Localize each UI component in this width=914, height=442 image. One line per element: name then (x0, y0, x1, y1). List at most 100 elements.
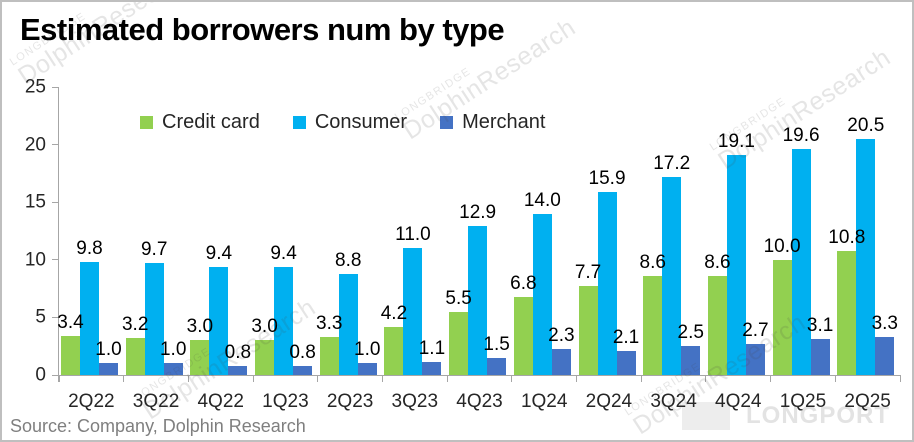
bar-value-label: 3.2 (121, 314, 149, 335)
bar-consumer (726, 155, 746, 375)
bar-merchant (357, 363, 377, 375)
bar-value-label: 2.3 (548, 325, 575, 346)
x-tick-label: 2Q25 (844, 391, 891, 412)
bar-merchant (228, 366, 248, 375)
legend-item-merchant: Merchant (440, 111, 545, 134)
bar-merchant (487, 358, 507, 375)
bar-credit-card (837, 251, 857, 375)
x-tick-mark (834, 375, 836, 382)
bar-merchant (810, 339, 830, 375)
bar-value-label: 2.7 (742, 320, 769, 341)
bar-value-label: 3.1 (806, 315, 834, 336)
x-tick-mark (511, 375, 513, 382)
x-tick-label: 3Q22 (132, 391, 180, 412)
x-tick-label: 4Q24 (715, 391, 762, 412)
x-tick-mark (381, 375, 383, 382)
bar-value-label: 1.0 (95, 339, 122, 360)
x-tick-label: 3Q23 (391, 391, 439, 412)
x-tick-mark (446, 375, 448, 382)
bar-value-label: 2.5 (677, 322, 704, 343)
page-title: Estimated borrowers num by type (20, 12, 505, 47)
bar-merchant (681, 346, 701, 375)
bar-credit-card (255, 340, 275, 375)
bar-credit-card (190, 340, 210, 375)
bar-credit-card (319, 337, 339, 375)
bar-value-label: 3.3 (316, 313, 343, 334)
bar-value-label: 10.8 (828, 227, 866, 248)
bar-consumer (338, 274, 358, 375)
y-tick-label: 15 (24, 191, 46, 213)
bar-value-label: 6.8 (510, 273, 537, 294)
x-tick-mark (576, 375, 578, 382)
bar-consumer (597, 192, 617, 375)
y-axis-line (58, 87, 59, 382)
bar-value-label: 9.8 (76, 238, 103, 259)
bar-value-label: 3.4 (57, 312, 84, 333)
y-tick-mark (52, 374, 58, 376)
x-tick-mark (705, 375, 707, 382)
legend-label: Consumer (314, 111, 408, 133)
x-tick-mark (640, 375, 642, 382)
y-tick-label: 20 (24, 134, 46, 156)
bar-value-label: 5.5 (445, 288, 472, 309)
legend-swatch-icon (140, 116, 153, 129)
x-tick-mark (252, 375, 254, 382)
x-tick-mark (770, 375, 772, 382)
bar-consumer (856, 139, 876, 375)
chart-legend: Credit card Consumer Merchant (140, 111, 545, 134)
bar-credit-card (61, 336, 80, 375)
bar-credit-card (513, 297, 533, 375)
bar-merchant (875, 337, 895, 375)
x-tick-label: 1Q23 (262, 391, 309, 412)
bar-value-label: 12.9 (459, 202, 497, 223)
x-tick-label: 1Q25 (779, 391, 827, 412)
bar-credit-card (384, 327, 404, 375)
y-tick-label: 5 (35, 306, 46, 328)
bar-credit-card (578, 286, 598, 375)
bar-value-label: 3.0 (186, 316, 214, 337)
bar-value-label: 8.8 (335, 250, 362, 271)
bar-merchant (422, 362, 442, 375)
bar-consumer (532, 214, 552, 375)
bar-value-label: 19.6 (782, 125, 820, 146)
bar-value-label: 3.3 (871, 313, 899, 334)
bar-value-label: 20.5 (847, 115, 885, 136)
bar-credit-card (772, 260, 792, 375)
bar-merchant (745, 344, 765, 375)
bar-value-label: 19.1 (717, 131, 755, 152)
bar-value-label: 9.4 (270, 243, 297, 264)
x-tick-label: 2Q24 (585, 391, 633, 412)
bar-consumer (80, 262, 99, 375)
bar-value-label: 17.2 (653, 153, 691, 174)
bar-value-label: 1.0 (159, 339, 187, 360)
bar-credit-card (643, 276, 663, 375)
bar-consumer (791, 149, 811, 375)
x-tick-label: 2Q23 (326, 391, 374, 412)
legend-label: Credit card (162, 111, 260, 133)
x-tick-mark (187, 375, 189, 382)
bar-value-label: 9.7 (140, 239, 168, 260)
y-tick-mark (52, 144, 58, 146)
bar-consumer (662, 177, 682, 375)
x-tick-mark (899, 375, 901, 382)
bar-merchant (163, 363, 183, 375)
legend-item-consumer: Consumer (292, 111, 408, 134)
y-tick-label: 10 (24, 249, 46, 271)
bar-merchant (293, 366, 313, 375)
bar-consumer (144, 263, 164, 375)
bar-credit-card (707, 276, 727, 375)
x-tick-mark (123, 375, 125, 382)
bar-merchant (99, 363, 118, 375)
x-tick-label: 4Q23 (456, 391, 503, 412)
bar-merchant (616, 351, 636, 375)
bar-value-label: 10.0 (763, 236, 801, 257)
x-tick-label: 2Q22 (68, 391, 115, 412)
bar-value-label: 4.2 (380, 303, 408, 324)
x-tick-mark (58, 375, 60, 382)
legend-swatch-icon (440, 116, 454, 129)
legend-item-credit-card: Credit card (140, 111, 260, 134)
bar-value-label: 1.5 (483, 334, 510, 355)
source-note: Source: Company, Dolphin Research (10, 416, 306, 436)
bar-consumer (209, 267, 229, 375)
